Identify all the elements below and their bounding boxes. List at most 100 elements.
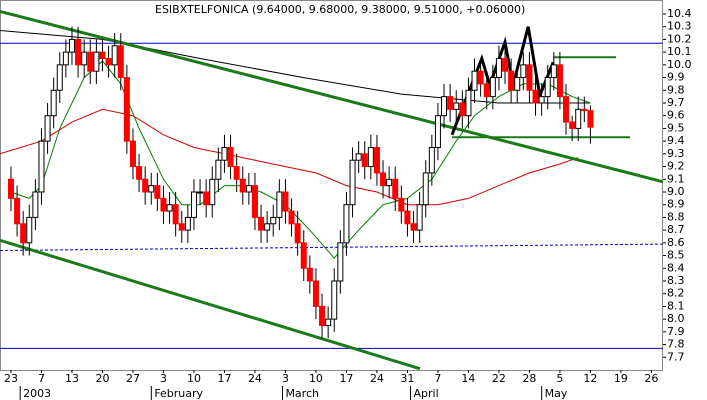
- candle-body: [160, 197, 167, 212]
- candle-body: [422, 172, 429, 206]
- candle-body: [306, 267, 313, 282]
- x-tick-label: 12: [583, 372, 597, 385]
- candle-body: [276, 191, 283, 218]
- month-label: February: [154, 387, 203, 400]
- month-label: March: [285, 387, 319, 400]
- candle-body: [495, 57, 502, 79]
- month-label: 2003: [23, 387, 51, 400]
- candle-body: [544, 77, 551, 98]
- candle-body: [416, 204, 423, 231]
- candle-body: [532, 89, 539, 104]
- y-tick-label: 8.7: [667, 223, 685, 236]
- candle-body: [239, 178, 246, 193]
- month-label: April: [414, 387, 439, 400]
- candle-body: [38, 140, 45, 193]
- x-tick-label: 13: [65, 372, 79, 385]
- candle-body: [62, 51, 69, 66]
- candle-body: [361, 153, 368, 168]
- y-tick-label: 10.0: [667, 58, 692, 71]
- candle-body: [483, 83, 490, 98]
- candle-body: [331, 280, 338, 320]
- candle-body: [282, 191, 289, 212]
- candle-body: [294, 223, 301, 244]
- y-tick-label: 8.6: [667, 236, 685, 249]
- y-tick-label: 9.3: [667, 147, 685, 160]
- candle-body: [367, 146, 374, 168]
- overlay-line: [0, 243, 664, 251]
- y-tick-label: 9.7: [667, 96, 685, 109]
- y-tick-label: 10.2: [667, 32, 692, 45]
- candle-body: [398, 197, 405, 212]
- candle-body: [99, 51, 106, 59]
- candle-body: [410, 223, 417, 231]
- candle-body: [465, 89, 472, 117]
- x-tick-label: 23: [4, 372, 18, 385]
- candle-body: [502, 57, 509, 72]
- x-tick-label: 24: [370, 372, 384, 385]
- candle-body: [50, 89, 57, 117]
- candle-body: [123, 77, 130, 142]
- y-tick-label: 9.2: [667, 160, 685, 173]
- y-tick-label: 9.5: [667, 121, 685, 134]
- candle-body: [300, 242, 307, 269]
- candle-body: [380, 172, 387, 187]
- candle-body: [215, 159, 222, 180]
- candle-body: [7, 178, 14, 199]
- candle-body: [178, 223, 185, 231]
- candle-body: [434, 115, 441, 148]
- candle-body: [233, 166, 240, 180]
- candle-body: [105, 57, 112, 66]
- candle-body: [477, 70, 484, 85]
- overlay-line: [0, 30, 591, 104]
- x-tick-label: 10: [309, 372, 323, 385]
- x-tick-label: 20: [95, 372, 109, 385]
- x-tick-label: 10: [187, 372, 201, 385]
- candle-body: [203, 191, 210, 206]
- candle-body: [428, 146, 435, 174]
- candle-body: [142, 178, 149, 193]
- x-tick-label: 17: [339, 372, 353, 385]
- y-tick-label: 8.0: [667, 312, 685, 325]
- candle-body: [459, 102, 466, 117]
- candle-body: [190, 191, 197, 218]
- candle-body: [93, 51, 100, 72]
- y-tick-label: 9.8: [667, 83, 685, 96]
- y-tick-label: 8.8: [667, 210, 685, 223]
- chart-title: ESIBXTELFONICA (9.64000, 9.68000, 9.3800…: [155, 3, 525, 16]
- candle-body: [148, 185, 155, 193]
- candle-body: [166, 204, 173, 212]
- overlay-line: [0, 108, 579, 206]
- y-tick-label: 7.8: [667, 338, 685, 351]
- x-tick-label: 14: [461, 372, 475, 385]
- candle-body: [514, 77, 521, 91]
- y-tick-label: 10.3: [667, 20, 692, 33]
- candle-body: [373, 146, 380, 174]
- y-tick-label: 9.0: [667, 185, 685, 198]
- candle-body: [325, 318, 332, 326]
- x-tick-label: 31: [400, 372, 414, 385]
- y-tick-label: 10.1: [667, 45, 692, 58]
- x-tick-label: 28: [522, 372, 536, 385]
- candle-body: [20, 223, 27, 244]
- y-tick-label: 8.2: [667, 287, 685, 300]
- candle-body: [520, 64, 527, 79]
- y-tick-label: 9.9: [667, 71, 685, 84]
- candle-body: [575, 108, 582, 129]
- x-tick-label: 17: [217, 372, 231, 385]
- candle-body: [386, 178, 393, 187]
- candle-body: [117, 45, 124, 79]
- candle-body: [44, 115, 51, 142]
- y-tick-label: 9.1: [667, 172, 685, 185]
- candle-body: [75, 38, 82, 66]
- candle-body: [251, 185, 258, 218]
- candle-body: [258, 216, 265, 231]
- candle-body: [154, 185, 161, 199]
- candle-body: [68, 38, 75, 53]
- candle-body: [587, 110, 594, 128]
- y-tick-label: 7.9: [667, 325, 685, 338]
- candle-body: [270, 216, 277, 225]
- y-tick-label: 8.4: [667, 261, 685, 274]
- candle-body: [337, 242, 344, 282]
- candle-body: [508, 70, 515, 91]
